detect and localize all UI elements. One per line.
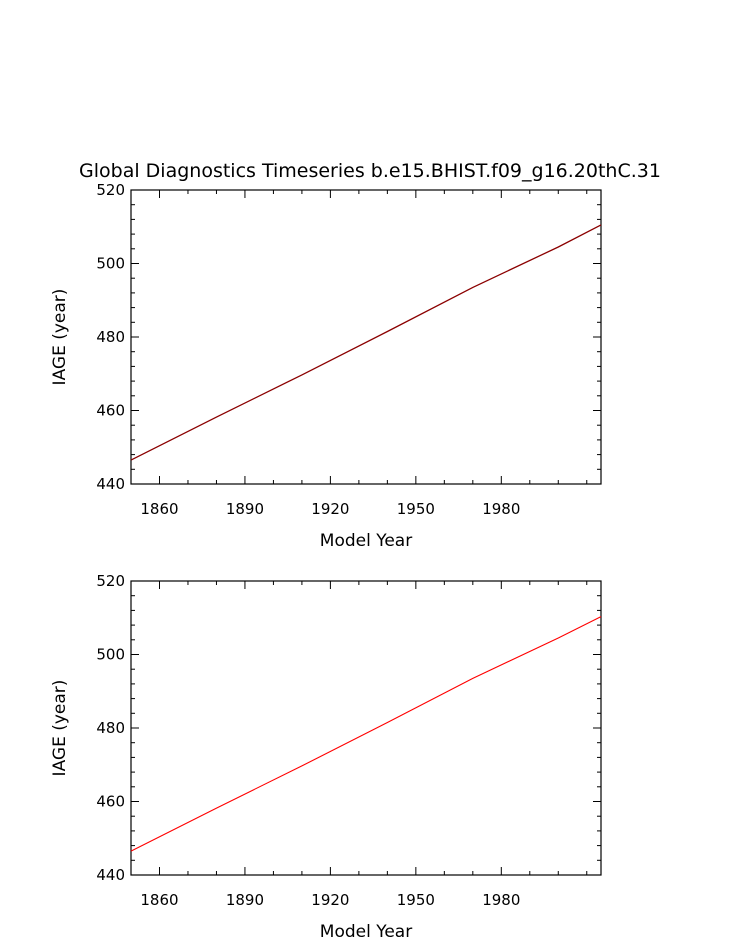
y-axis-label: IAGE (year)	[50, 289, 70, 386]
x-tick-labels: 1860 1890 1920 1950 1980	[140, 891, 520, 909]
y-tick-label: 500	[96, 646, 125, 664]
series-line	[130, 224, 602, 461]
y-tick-label: 480	[96, 719, 125, 737]
x-tick-label: 1920	[311, 891, 349, 909]
x-tick-label: 1980	[482, 500, 520, 518]
y-tick-label: 500	[96, 255, 125, 273]
chart-panel-top: 440 460 480 500 520 1860 1890 1920 1950 1980 Mod…	[50, 181, 602, 551]
y-tick-label: 460	[96, 793, 125, 811]
y-tick-label: 520	[96, 572, 125, 590]
x-axis-label: Model Year	[320, 922, 412, 942]
axis-ticks	[130, 580, 601, 876]
axis-ticks	[130, 189, 601, 485]
x-tick-labels: 1860 1890 1920 1950 1980	[140, 500, 520, 518]
y-tick-labels: 440 460 480 500 520	[96, 181, 125, 493]
y-tick-label: 440	[96, 475, 125, 493]
y-tick-label: 440	[96, 866, 125, 884]
x-tick-label: 1980	[482, 891, 520, 909]
plot-frame	[130, 189, 602, 485]
y-tick-label: 480	[96, 328, 125, 346]
x-tick-label: 1860	[140, 891, 178, 909]
x-tick-label: 1890	[226, 500, 264, 518]
y-tick-label: 520	[96, 181, 125, 199]
x-axis-label: Model Year	[320, 531, 412, 551]
series-line	[130, 616, 602, 852]
y-tick-labels: 440 460 480 500 520	[96, 572, 125, 884]
x-tick-label: 1920	[311, 500, 349, 518]
x-tick-label: 1860	[140, 500, 178, 518]
y-axis-label: IAGE (year)	[50, 680, 70, 777]
y-tick-label: 460	[96, 402, 125, 420]
x-tick-label: 1950	[397, 891, 435, 909]
x-tick-label: 1950	[397, 500, 435, 518]
plot-frame	[130, 580, 602, 876]
chart-title: Global Diagnostics Timeseries b.e15.BHIS…	[79, 160, 661, 182]
chart-panel-bottom: 440 460 480 500 520 1860 1890 1920 1950 1980 Mod…	[50, 572, 602, 942]
x-tick-label: 1890	[226, 891, 264, 909]
